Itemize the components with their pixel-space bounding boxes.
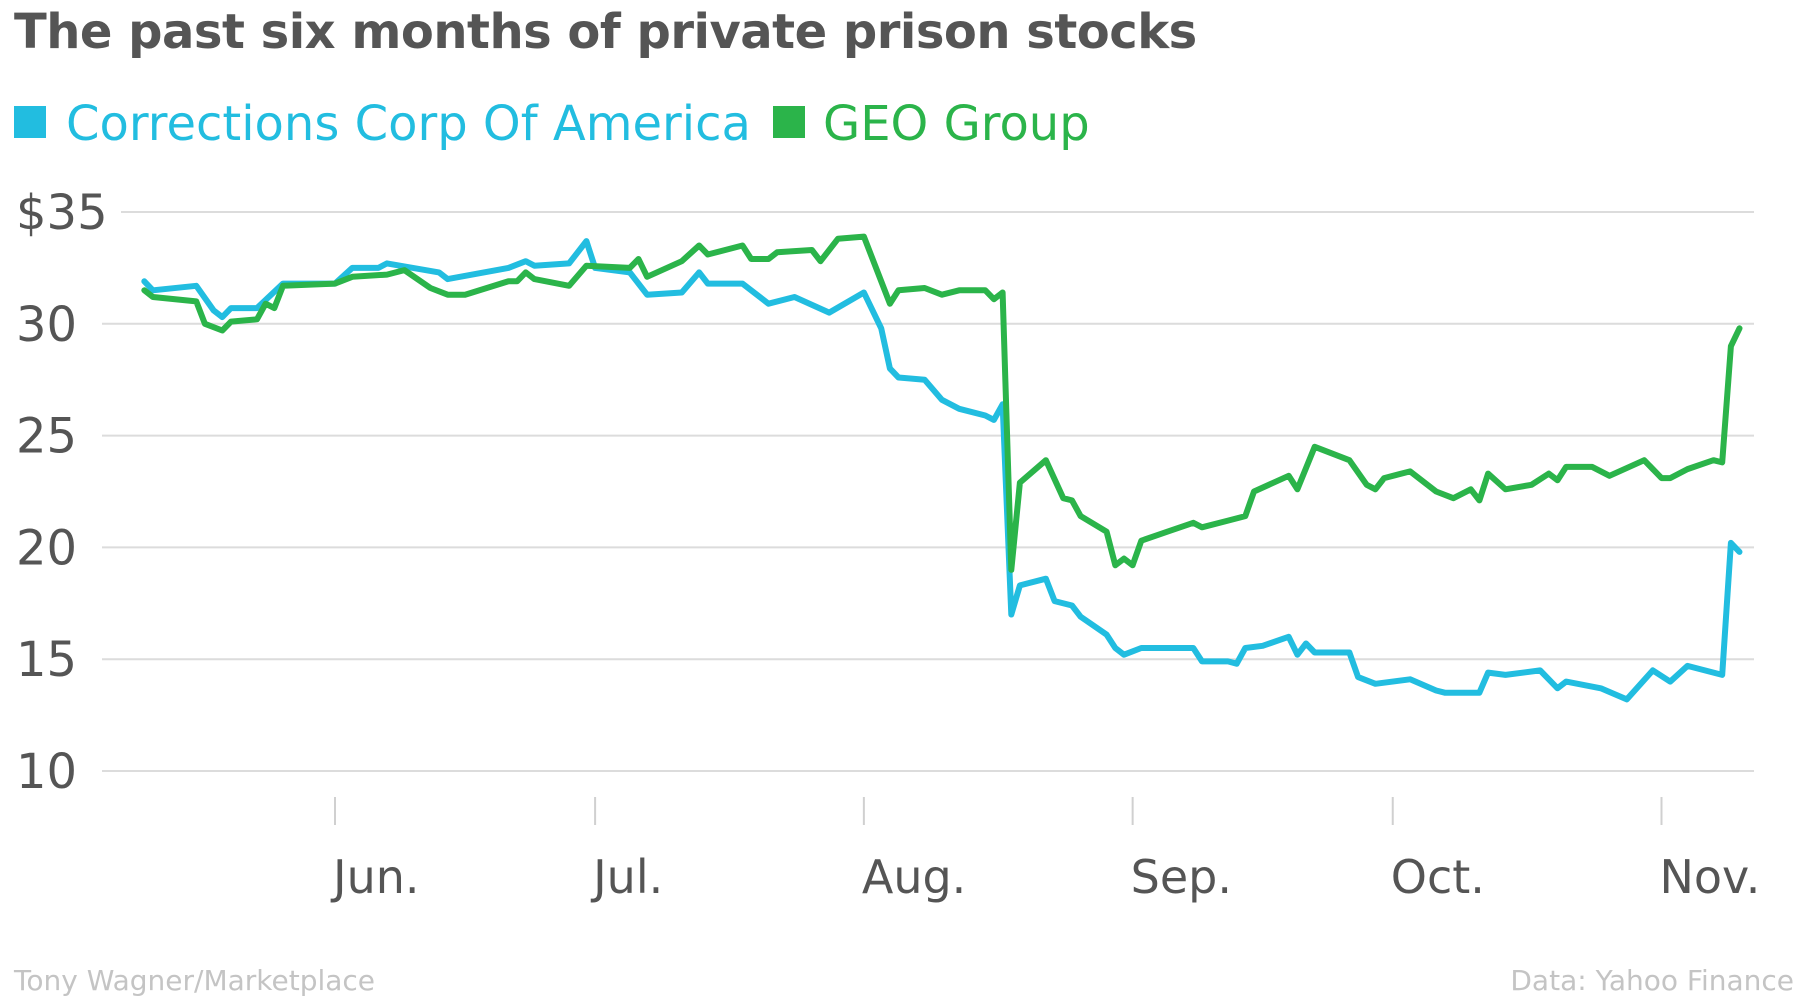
series-line-cca <box>141 238 1743 703</box>
series-line-geo <box>141 233 1743 573</box>
y-tick-label: $35 <box>16 185 108 241</box>
y-tick-label: 30 <box>16 297 77 353</box>
x-tick-label: Nov. <box>1660 850 1761 904</box>
credit: Tony Wagner/Marketplace <box>14 964 376 997</box>
y-tick-label: 25 <box>16 409 77 465</box>
y-tick-label: 10 <box>16 744 77 800</box>
x-tick-label: Aug. <box>862 850 966 904</box>
x-tick-label: Jul. <box>590 850 663 904</box>
y-tick-label: 20 <box>16 520 77 576</box>
legend-label-geo: GEO Group <box>823 96 1090 152</box>
data-source: Data: Yahoo Finance <box>1510 964 1794 997</box>
legend-swatch-geo <box>773 106 805 138</box>
y-tick-label: 15 <box>16 632 77 688</box>
chart-title: The past six months of private prison st… <box>14 4 1197 60</box>
x-tick-label: Sep. <box>1131 850 1232 904</box>
legend-swatch-cca <box>14 106 46 138</box>
x-tick-label: Jun. <box>330 850 420 904</box>
legend-label-cca: Corrections Corp Of America <box>66 96 751 152</box>
x-tick-label: Oct. <box>1391 850 1485 904</box>
